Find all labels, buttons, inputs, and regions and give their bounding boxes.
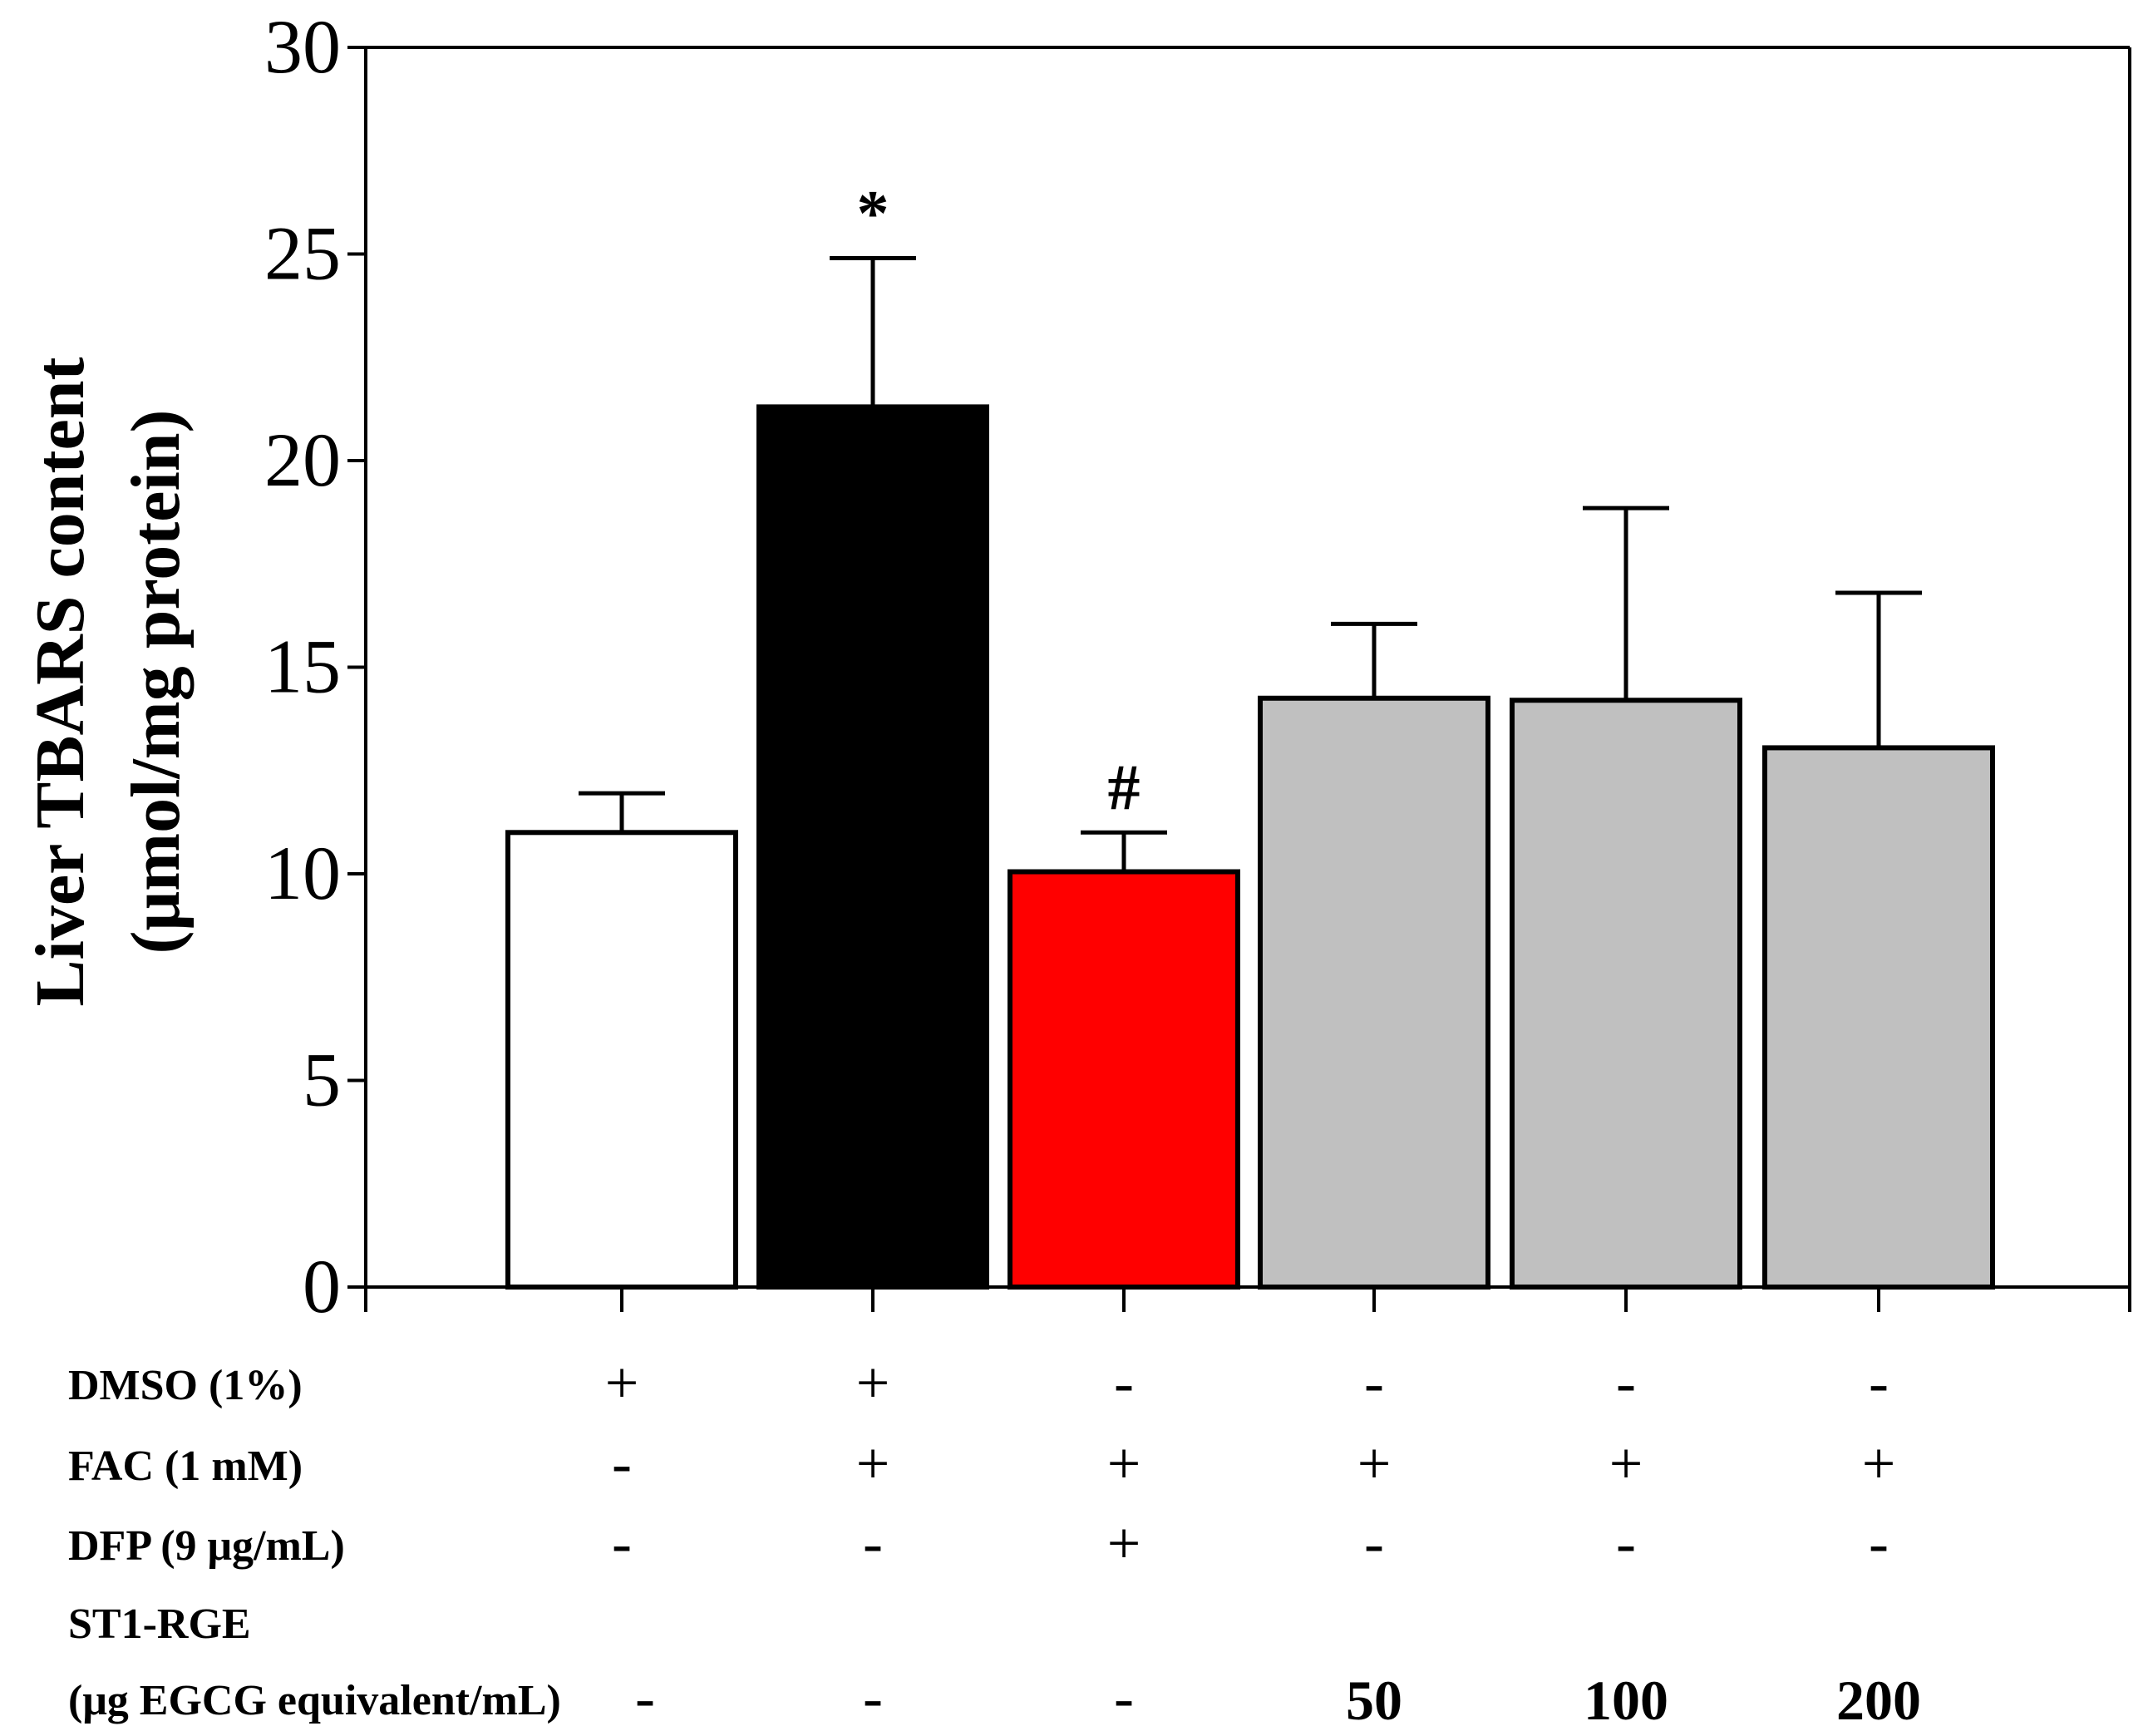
- table-cell: -: [1114, 1349, 1134, 1416]
- significance-mark: *: [857, 176, 889, 249]
- y-tick-label: 25: [264, 211, 341, 296]
- bars: [505, 404, 1995, 1290]
- table-row-label: ST1-RGE: [68, 1600, 251, 1648]
- bar: [756, 404, 989, 1290]
- significance-mark: #: [1108, 751, 1141, 823]
- table-cell: -: [635, 1664, 655, 1731]
- y-axis-title-line2: (μmol/mg protein): [117, 410, 195, 954]
- table-cell: -: [863, 1664, 883, 1731]
- table-cell: +: [1107, 1430, 1141, 1497]
- table-row-label: DFP (9 μg/mL): [68, 1522, 345, 1570]
- y-axis-ticks: 0 5 10 15 20 25 30: [264, 4, 366, 1329]
- table-cell: -: [1616, 1349, 1636, 1416]
- table-cell: +: [1107, 1510, 1141, 1576]
- table-cell: +: [1609, 1430, 1643, 1497]
- table-cell: -: [1114, 1664, 1134, 1731]
- y-tick-label: 20: [264, 417, 341, 502]
- y-tick-label: 30: [264, 4, 341, 89]
- table-cell: -: [1869, 1349, 1889, 1416]
- table-cell: -: [612, 1430, 632, 1497]
- table-cell: 200: [1836, 1669, 1921, 1732]
- y-tick-label: 15: [264, 624, 341, 709]
- table-cell: +: [1357, 1430, 1392, 1497]
- table-cell: -: [863, 1510, 883, 1576]
- table-row-label: FAC (1 mM): [68, 1443, 303, 1490]
- table-cell: +: [856, 1349, 890, 1416]
- table-row-label: (μg EGCG equivalent/mL): [68, 1677, 561, 1724]
- table-cell: -: [1869, 1510, 1889, 1576]
- table-cell: 50: [1346, 1669, 1402, 1732]
- y-tick-label: 0: [303, 1244, 341, 1329]
- table-cell: +: [605, 1349, 639, 1416]
- y-axis-title: Liver TBARS content (μmol/mg protein): [22, 358, 195, 1007]
- bar: [505, 830, 738, 1290]
- table-cell: -: [1364, 1349, 1384, 1416]
- bar: [1258, 695, 1490, 1290]
- error-bars: [579, 255, 1922, 872]
- table-cell: +: [856, 1430, 890, 1497]
- treatment-table: DMSO (1%) + + - - - - FAC (1 mM) - + + + + + DFP (9 μg…: [68, 1349, 1921, 1732]
- significance-marks: *#: [857, 176, 1141, 823]
- bar: [1762, 745, 1995, 1290]
- bar: [1510, 698, 1742, 1290]
- table-cell: +: [1862, 1430, 1896, 1497]
- table-row-label: DMSO (1%): [68, 1362, 303, 1409]
- bar: [1008, 869, 1240, 1290]
- table-cell: -: [1364, 1510, 1384, 1576]
- y-tick-label: 5: [303, 1038, 341, 1122]
- table-cell: -: [1616, 1510, 1636, 1576]
- y-axis-title-line1: Liver TBARS content: [22, 358, 99, 1007]
- table-cell: -: [612, 1510, 632, 1576]
- y-tick-label: 10: [264, 831, 341, 915]
- table-cell: 100: [1584, 1669, 1668, 1732]
